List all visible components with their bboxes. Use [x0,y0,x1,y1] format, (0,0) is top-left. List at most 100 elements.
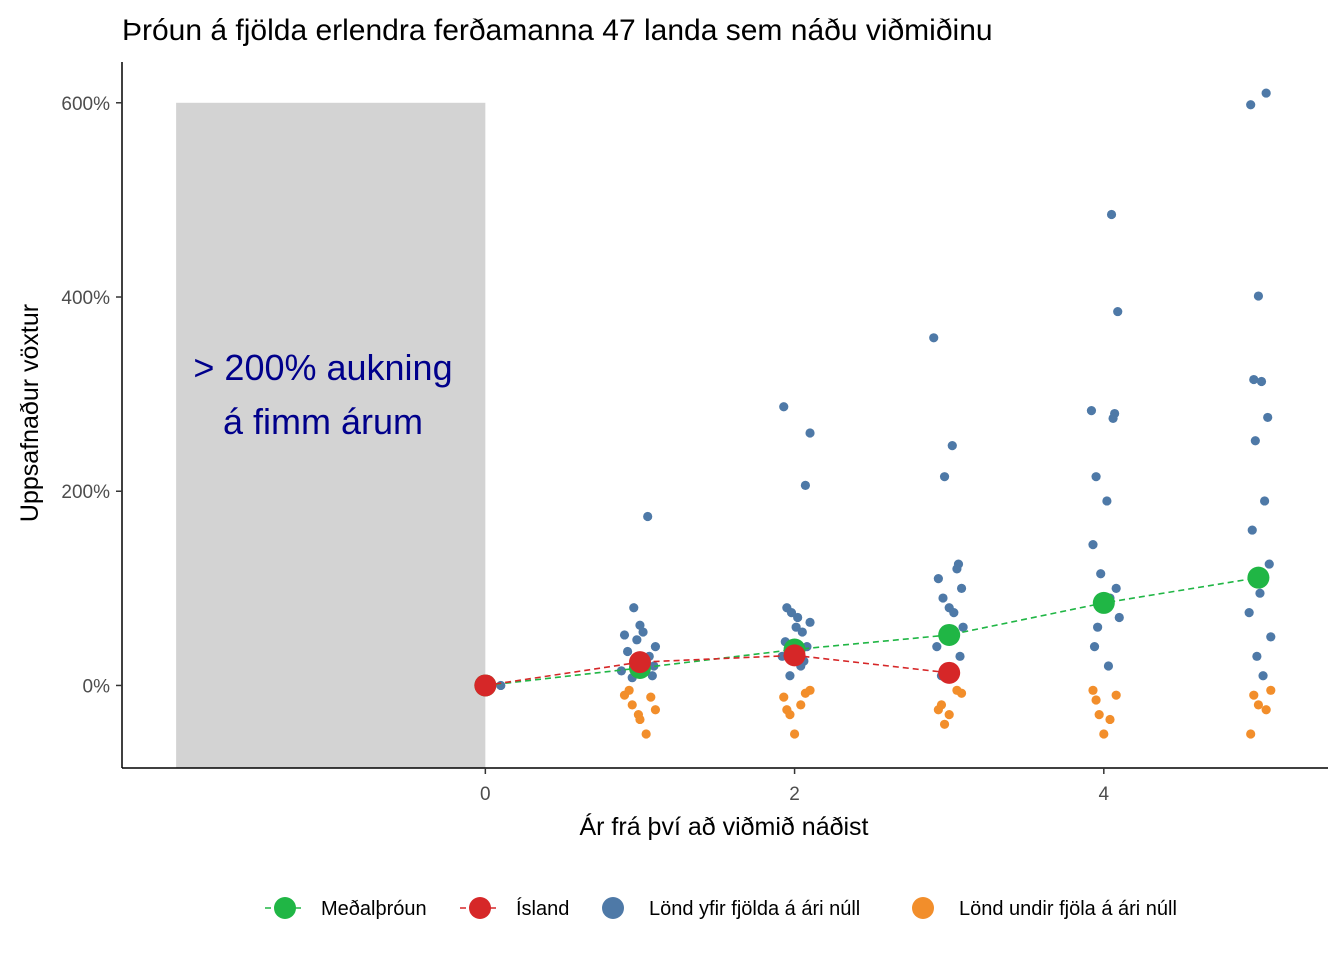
x-tick-label: 2 [789,784,800,805]
data-point [1099,729,1109,739]
data-point [1263,412,1273,423]
data-point [1264,559,1274,569]
data-point [939,472,950,482]
data-point [929,333,939,343]
data-point [1250,436,1260,446]
legend-key-marker [274,897,296,919]
data-point [647,671,657,681]
data-point [1113,306,1123,317]
data-point [1091,695,1101,705]
data-point [1256,376,1267,387]
series-line [485,654,950,687]
data-point [800,480,811,491]
data-point [1105,714,1115,725]
data-point [956,688,967,698]
data-point [1088,540,1098,550]
annotation-line: > 200% aukning [193,347,452,388]
data-point [1114,612,1124,623]
y-tick-label: 600% [61,94,110,115]
data-point [1088,685,1098,695]
data-point [1246,729,1256,739]
data-point [1266,685,1276,695]
data-point [619,630,630,640]
data-point [785,671,795,681]
series-marker [1247,566,1270,589]
data-point [936,700,947,710]
data-point [952,564,962,574]
data-point [1261,705,1271,715]
series-marker [474,674,497,697]
series-marker [938,623,961,646]
legend-label: Lönd yfir fjölda á ári núll [649,898,860,920]
series-marker [628,651,651,674]
series-marker [783,644,806,667]
legend-key-marker [469,897,491,919]
data-point [805,428,815,438]
y-tick-label: 200% [61,482,110,503]
data-point [805,685,815,695]
data-point [1253,700,1264,710]
series-line [485,576,1259,687]
data-point [616,666,627,676]
data-point [1249,690,1259,700]
data-point [650,705,661,715]
data-point [796,700,806,710]
data-point [933,574,943,584]
data-point [1108,413,1118,423]
x-tick-label: 0 [480,784,491,805]
data-point [791,622,801,632]
x-axis-title: Ár frá því að viðmið náðist [579,812,868,841]
data-point [1246,100,1256,110]
plot-area: > 200% aukning á fimm árum 0% 200% 400% 600% 0… [61,62,1328,805]
legend-key-marker [912,897,934,919]
data-point [779,402,789,412]
data-point [947,440,957,451]
data-point [638,627,648,637]
data-point [1258,671,1268,681]
data-point [1244,608,1254,618]
data-point [1111,583,1121,593]
data-point [643,511,653,522]
data-point [1111,690,1121,700]
data-point [641,729,651,739]
legend-label: Meðalþróun [321,898,427,920]
y-tick-label: 400% [61,288,110,309]
series-marker [1092,591,1115,614]
data-point [805,617,815,627]
data-point [939,719,950,729]
legend-label: Lönd undir fjöla á ári núll [959,898,1177,920]
shaded-region [176,102,486,768]
data-point [1096,569,1106,579]
annotation-line: á fimm árum [223,401,423,442]
data-point [949,608,959,618]
data-point [632,635,642,645]
data-point [956,583,967,593]
data-point [1103,661,1114,671]
data-point [786,608,797,618]
data-point [1260,496,1270,506]
data-point [944,709,954,720]
chart-title: Þróun á fjölda erlendra ferðamanna 47 la… [122,14,993,47]
data-point [649,661,659,671]
data-point [782,705,792,715]
data-point [1102,496,1112,506]
data-point [646,692,656,702]
legend-key-marker [602,897,624,919]
data-point [629,603,639,613]
x-tick-label: 4 [1099,784,1110,805]
data-point [1093,622,1103,632]
data-point [650,642,661,652]
data-point [1266,632,1276,642]
data-point [1086,406,1097,416]
data-point [1253,291,1264,301]
data-point [496,680,506,691]
data-point [622,646,633,657]
data-point [1094,709,1104,720]
data-point [779,692,789,702]
legend: Meðalþróun Ísland Lönd yfir fjölda á ári n… [265,897,1177,920]
data-point [955,651,965,661]
data-point [624,685,634,695]
data-point [633,709,644,720]
series-marker [938,661,961,684]
